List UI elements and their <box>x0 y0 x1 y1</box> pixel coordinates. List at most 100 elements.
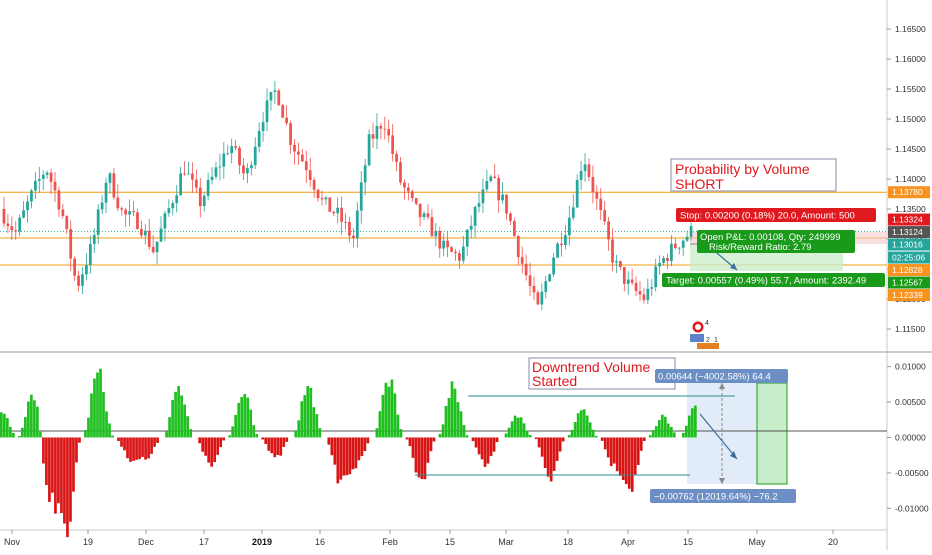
histogram-bar <box>657 420 661 438</box>
indicator-badges[interactable]: 4 2 1 <box>690 320 719 349</box>
histogram-bar <box>123 437 126 451</box>
volume-projection-arrow <box>699 413 738 460</box>
candle-body <box>677 247 681 249</box>
candle-body <box>167 208 171 214</box>
badge-count-mid: 2 <box>706 337 710 344</box>
histogram-bar <box>279 437 283 456</box>
price-tick-label: 1.14500 <box>895 144 926 154</box>
price-tag-label: 1.13016 <box>892 240 923 250</box>
histogram-bar <box>684 425 688 438</box>
candle-body <box>171 203 175 209</box>
histogram-bar <box>534 437 538 440</box>
candle-body <box>33 180 37 191</box>
time-axis[interactable]: Nov 19 Dec 17 2019 16 Feb 15 Mar 18 Apr 15 May 20 <box>4 530 838 547</box>
histogram-bar <box>66 437 69 538</box>
histogram-bar <box>276 437 280 456</box>
candle-body <box>571 207 575 218</box>
candle-body <box>332 211 336 214</box>
volume-range-zone <box>756 382 788 485</box>
histogram-bar <box>573 421 577 438</box>
histogram-bar <box>24 416 27 438</box>
histogram-bar <box>405 437 409 440</box>
histogram-bar <box>384 382 388 438</box>
stop-label-bg <box>676 208 876 222</box>
candle-body <box>151 246 155 253</box>
candle-body <box>222 153 226 167</box>
histogram-bar <box>429 437 433 452</box>
candle-body <box>336 207 340 214</box>
candle-body <box>583 164 587 171</box>
histogram-bar <box>222 437 226 441</box>
probability-annotation[interactable]: Probability by Volume SHORT <box>670 158 837 192</box>
candle-body <box>607 221 610 240</box>
histogram-bar <box>45 437 48 486</box>
downtrend-annotation[interactable]: Downtrend Volume Started <box>528 357 676 390</box>
target-label-bg <box>662 273 885 287</box>
histogram-bar <box>522 423 526 438</box>
histogram-bar <box>105 411 108 438</box>
lower-measure-bg <box>650 489 796 503</box>
histogram-bar <box>42 437 45 464</box>
badge-count-right: 1 <box>714 337 718 344</box>
histogram-bar <box>171 399 174 438</box>
candle-body <box>524 263 528 276</box>
histogram-bar <box>27 401 30 438</box>
histogram-bar <box>360 437 364 457</box>
candle-body <box>352 235 355 238</box>
histogram-bar <box>216 437 220 455</box>
histogram-bar <box>207 437 211 463</box>
histogram-bar <box>624 437 628 485</box>
candle-body <box>371 134 375 139</box>
candle-body <box>49 172 53 182</box>
candle-body <box>646 288 650 301</box>
histogram-bar <box>84 430 87 438</box>
price-tag-label: 1.12339 <box>892 290 923 300</box>
histogram-bar <box>693 405 697 438</box>
histogram-bar <box>390 379 394 438</box>
histogram-bar <box>243 394 247 438</box>
candle-body <box>269 92 273 101</box>
histogram-bar <box>270 437 274 454</box>
histogram-bar <box>60 437 63 514</box>
candle-body <box>183 173 186 175</box>
candle-body <box>501 194 504 201</box>
candle-body <box>410 191 414 199</box>
candle-body <box>654 266 658 288</box>
candle-body <box>469 225 473 230</box>
candle-body <box>615 261 618 263</box>
candle-body <box>681 240 685 248</box>
candle-body <box>375 125 379 139</box>
candle-body <box>285 117 289 124</box>
histogram-bar <box>282 437 286 447</box>
histogram-bar <box>57 437 60 504</box>
downtrend-subtitle: Started <box>532 373 577 389</box>
volume-axis[interactable]: 0.01000 0.00500 0.00000 -0.00500 -0.01000 <box>887 362 929 514</box>
volume-tick-label: -0.00500 <box>895 468 929 478</box>
histogram-bar <box>336 437 340 484</box>
histogram-bar <box>342 437 346 476</box>
candle-body <box>128 211 131 215</box>
pnl-line-1: Open P&L: 0.00108, Qty: 249999 <box>700 232 841 243</box>
candle-body <box>520 257 524 264</box>
histogram-bar <box>453 388 457 438</box>
candle-body <box>650 287 654 289</box>
time-tick-label: 18 <box>563 537 573 547</box>
histogram-bar <box>687 415 691 438</box>
candle-body <box>304 161 308 171</box>
histogram-bar <box>582 409 586 438</box>
histogram-bar <box>672 432 676 438</box>
histogram-bar <box>315 414 319 438</box>
candle-body <box>477 203 481 207</box>
histogram-bar <box>489 437 493 457</box>
histogram-bar <box>549 437 553 482</box>
histogram-bar <box>546 437 550 477</box>
histogram-bar <box>633 437 637 475</box>
candle-body <box>230 146 234 154</box>
histogram-bar <box>339 437 343 480</box>
histogram-bar <box>567 434 571 438</box>
time-tick-label: 15 <box>683 537 693 547</box>
time-tick-label: Dec <box>138 537 155 547</box>
histogram-bar <box>471 437 475 442</box>
candle-body <box>399 162 402 183</box>
candle-body <box>293 144 296 152</box>
